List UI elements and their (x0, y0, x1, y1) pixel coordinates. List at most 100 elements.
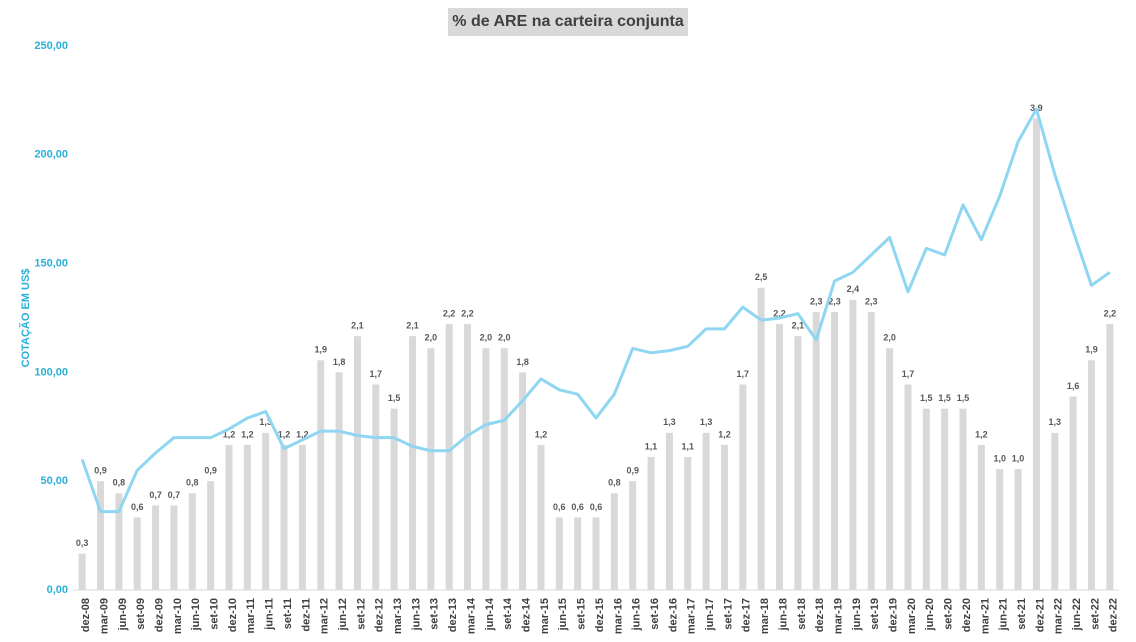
bar (739, 384, 747, 590)
data-label: 1,0 (993, 453, 1006, 463)
data-label: 0,8 (608, 478, 621, 488)
bar (977, 444, 985, 590)
x-tick-label: jun-10 (190, 598, 202, 631)
data-label: 1,3 (700, 417, 713, 427)
x-tick-label: set-22 (1089, 598, 1101, 630)
data-label: 2,0 (480, 333, 493, 343)
data-label: 0,3 (76, 538, 89, 548)
x-tick-label: dez-09 (153, 598, 165, 632)
data-label: 1,9 (314, 345, 327, 355)
bar (1069, 396, 1077, 590)
data-label: 0,8 (113, 478, 126, 488)
data-label: 0,6 (571, 502, 584, 512)
data-label: 1,2 (278, 429, 291, 439)
x-tick-label: dez-22 (1108, 598, 1120, 632)
y-tick-label: 100,00 (34, 366, 68, 378)
x-tick-label: jun-13 (410, 598, 422, 631)
x-tick-label: set-10 (209, 598, 221, 630)
bar (794, 336, 802, 590)
data-label: 0,6 (131, 502, 144, 512)
bar (757, 287, 765, 590)
x-tick-label: set-18 (796, 598, 808, 630)
x-tick-label: mar-13 (392, 598, 404, 634)
data-label: 1,8 (333, 357, 346, 367)
data-label: 2,4 (847, 284, 860, 294)
x-tick-label: jun-14 (484, 597, 496, 631)
bar (152, 505, 160, 590)
title-box (448, 8, 688, 36)
bar (574, 517, 582, 590)
y-tick-label: 250,00 (34, 40, 68, 52)
x-tick-label: set-21 (1016, 598, 1028, 630)
bar (500, 348, 508, 590)
x-tick-label: dez-16 (667, 598, 679, 632)
x-tick-label: dez-20 (961, 598, 973, 632)
y-tick-label: 50,00 (40, 475, 68, 487)
data-label: 1,5 (920, 393, 933, 403)
data-label: 2,1 (351, 321, 364, 331)
x-tick-label: set-16 (649, 598, 661, 630)
bar (464, 324, 472, 590)
x-tick-label: set-12 (355, 598, 367, 630)
x-tick-label: jun-17 (704, 598, 716, 631)
data-label: 0,6 (553, 502, 566, 512)
bar (831, 311, 839, 590)
x-tick-label: mar-20 (906, 598, 918, 634)
x-tick-label: jun-20 (924, 598, 936, 631)
data-label: 1,3 (259, 417, 272, 427)
data-label: 2,3 (865, 296, 878, 306)
data-label: 2,0 (883, 333, 896, 343)
x-tick-label: jun-16 (631, 598, 643, 631)
data-label: 2,2 (461, 308, 474, 318)
bar (1087, 360, 1095, 590)
data-label: 2,2 (773, 308, 786, 318)
x-tick-label: set-15 (576, 598, 588, 630)
x-tick-label: set-11 (282, 598, 294, 629)
bar (537, 444, 545, 590)
bar (886, 348, 894, 590)
bar (922, 408, 930, 590)
data-label: 0,9 (94, 466, 107, 476)
bar (97, 481, 105, 590)
data-label: 1,2 (718, 429, 731, 439)
x-tick-label: jun-11 (264, 598, 276, 631)
bar (1032, 118, 1040, 591)
x-tick-label: jun-21 (998, 598, 1010, 631)
data-label: 0,8 (186, 478, 199, 488)
x-tick-label: jun-15 (557, 598, 569, 631)
x-tick-label: dez-21 (1034, 598, 1046, 632)
x-tick-label: dez-15 (594, 598, 606, 632)
bar (1051, 432, 1059, 590)
bar (482, 348, 490, 590)
bar (996, 469, 1004, 590)
data-label: 1,7 (370, 369, 383, 379)
bar (188, 493, 196, 590)
data-label: 0,9 (204, 466, 217, 476)
bar (298, 444, 306, 590)
x-tick-label: set-19 (869, 598, 881, 630)
bar (647, 457, 655, 590)
x-tick-label: dez-18 (814, 598, 826, 632)
data-label: 2,1 (406, 321, 419, 331)
bar (776, 324, 784, 590)
data-label: 1,8 (516, 357, 529, 367)
bar (335, 372, 343, 590)
x-tick-label: jun-12 (337, 598, 349, 631)
bar (904, 384, 912, 590)
chart-title: % de ARE na carteira conjunta (452, 13, 684, 30)
x-tick-label: jun-19 (851, 598, 863, 631)
x-tick-label: jun-22 (1071, 598, 1083, 631)
x-tick-label: mar-15 (539, 598, 551, 634)
bar (610, 493, 618, 590)
data-label: 2,3 (828, 296, 841, 306)
data-label: 1,7 (902, 369, 915, 379)
bar (280, 444, 288, 590)
x-tick-label: dez-11 (300, 598, 312, 632)
x-tick-label: set-20 (943, 598, 955, 630)
x-tick-label: dez-19 (888, 598, 900, 632)
data-label: 2,0 (498, 333, 511, 343)
bar (133, 517, 141, 590)
bar (812, 311, 820, 590)
data-label: 1,7 (737, 369, 750, 379)
x-tick-label: dez-17 (741, 598, 753, 632)
